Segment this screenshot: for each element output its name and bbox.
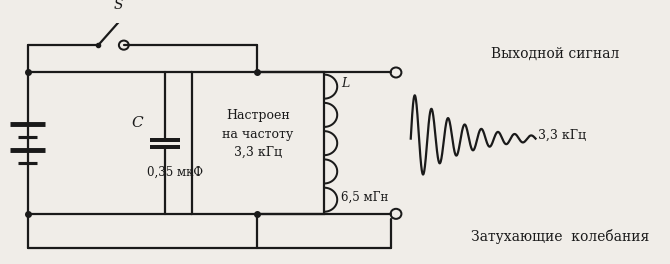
Text: L: L — [341, 77, 349, 90]
Text: C: C — [132, 116, 143, 130]
Text: 3,3 кГц: 3,3 кГц — [539, 129, 587, 142]
Text: на частоту: на частоту — [222, 128, 293, 140]
Text: S: S — [113, 0, 123, 12]
Text: 6,5 мГн: 6,5 мГн — [341, 191, 389, 204]
Text: Выходной сигнал: Выходной сигнал — [491, 47, 619, 61]
Text: Настроен: Настроен — [226, 109, 290, 122]
Text: 3,3 кГц: 3,3 кГц — [234, 146, 282, 159]
Text: 0,35 мкФ: 0,35 мкФ — [147, 166, 203, 179]
Bar — [192, 73, 324, 214]
Text: Затухающие  колебания: Затухающие колебания — [471, 229, 649, 244]
